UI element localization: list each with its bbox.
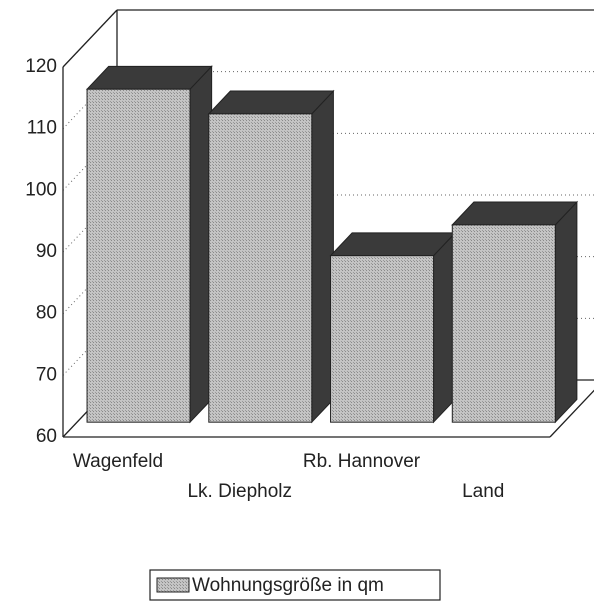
bar-top <box>207 90 335 115</box>
x-tick-label: Wagenfeld <box>73 451 163 472</box>
bar-side <box>554 200 578 424</box>
bar <box>208 113 313 423</box>
y-tick-label: 70 <box>36 364 57 385</box>
axis-frame-line <box>549 389 594 438</box>
y-tick-label: 90 <box>36 241 57 262</box>
legend-box <box>149 569 441 601</box>
legend-swatch <box>156 577 190 593</box>
bar-top <box>451 201 579 226</box>
y-tick-label: 100 <box>25 179 57 200</box>
bar-top <box>85 65 213 90</box>
y-tick-label: 110 <box>27 118 57 139</box>
bar <box>86 88 191 423</box>
legend-label: Wohnungsgröße in qm <box>192 575 384 596</box>
y-tick-label: 120 <box>25 56 57 77</box>
bar <box>330 255 435 423</box>
y-tick-label: 60 <box>36 426 57 447</box>
x-tick-label: Rb. Hannover <box>303 451 421 472</box>
bar <box>451 224 556 423</box>
y-tick-label: 80 <box>36 303 57 324</box>
axis-frame-line <box>62 9 118 68</box>
bar-top <box>329 232 457 257</box>
x-tick-label: Lk. Diepholz <box>187 481 292 502</box>
x-tick-label: Land <box>462 481 504 502</box>
